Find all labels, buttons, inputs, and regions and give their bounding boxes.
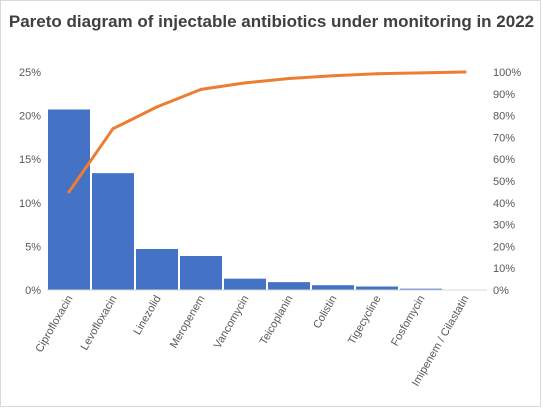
y-left-tick-label: 20% — [19, 111, 41, 123]
y-right-tick-label: 10% — [493, 263, 515, 275]
x-tick-label: Colistin — [311, 294, 339, 331]
y-left-tick-label: 25% — [19, 67, 41, 79]
y-right-tick-label: 80% — [493, 111, 515, 123]
cumulative-point — [243, 81, 247, 85]
bar — [356, 286, 398, 290]
bar — [312, 285, 354, 290]
y-right-tick-label: 20% — [493, 241, 515, 253]
cumulative-point — [287, 77, 291, 81]
x-tick-label: Tigecycline — [346, 294, 384, 347]
cumulative-point — [155, 105, 159, 109]
y-right-tick-label: 90% — [493, 89, 515, 101]
bar — [180, 255, 222, 290]
x-tick-label: Levofloxacin — [79, 294, 120, 353]
cumulative-point — [199, 87, 203, 91]
x-tick-label: Linezolid — [131, 294, 163, 338]
chart-title: Pareto diagram of injectable antibiotics… — [8, 12, 535, 31]
bar — [268, 282, 310, 290]
cumulative-point — [331, 74, 335, 78]
bar — [224, 278, 266, 290]
bar — [400, 288, 442, 290]
y-right-tick-label: 60% — [493, 154, 515, 166]
y-right-tick-label: 30% — [493, 220, 515, 232]
bar — [136, 249, 178, 290]
y-right-tick-label: 70% — [493, 132, 515, 144]
x-tick-label: Ciprofloxacin — [33, 294, 75, 355]
x-tick-label: Fosfomycin — [389, 294, 428, 349]
y-right-tick-label: 0% — [493, 285, 509, 297]
y-right-tick-label: 40% — [493, 198, 515, 210]
cumulative-point — [111, 127, 115, 131]
x-tick-label: Teicoplanin — [258, 294, 296, 348]
y-left-tick-label: 10% — [19, 198, 41, 210]
cumulative-line — [67, 70, 467, 194]
bar — [92, 173, 134, 290]
cumulative-point — [463, 70, 467, 74]
cumulative-point — [67, 190, 71, 194]
cumulative-point — [375, 72, 379, 76]
y-left-tick-label: 15% — [19, 154, 41, 166]
bar — [48, 109, 90, 290]
y-right-tick-label: 100% — [493, 67, 521, 79]
y-left-tick-label: 0% — [25, 285, 41, 297]
cumulative-point — [419, 71, 423, 75]
x-tick-label: Meropenem — [168, 294, 208, 351]
y-left-tick-label: 5% — [25, 241, 41, 253]
x-tick-label: Vancomycin — [212, 294, 252, 351]
y-right-tick-label: 50% — [493, 176, 515, 188]
